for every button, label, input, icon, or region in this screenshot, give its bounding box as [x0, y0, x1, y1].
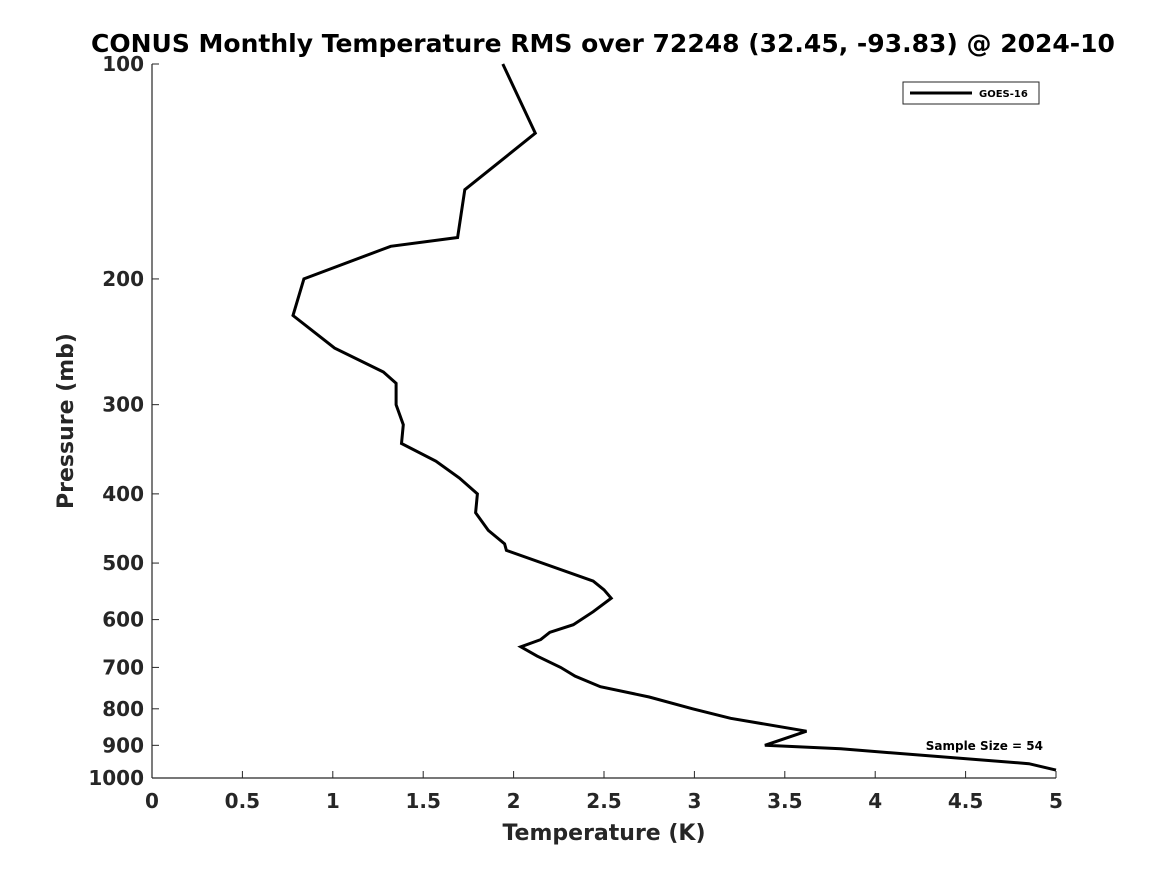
y-tick-label: 500: [102, 551, 144, 575]
x-tick-label: 0.5: [225, 789, 260, 813]
sample-size-annotation: Sample Size = 54: [926, 739, 1043, 753]
x-tick-label: 3: [687, 789, 701, 813]
x-tick-label: 2: [507, 789, 521, 813]
y-tick-label: 300: [102, 393, 144, 417]
x-tick-label: 2.5: [586, 789, 621, 813]
y-tick-label: 400: [102, 482, 144, 506]
y-tick-label: 800: [102, 697, 144, 721]
y-tick-label: 200: [102, 267, 144, 291]
y-tick-label: 100: [102, 52, 144, 76]
chart-title: CONUS Monthly Temperature RMS over 72248…: [91, 29, 1115, 58]
y-axis-label: Pressure (mb): [54, 333, 79, 509]
y-tick-label: 700: [102, 655, 144, 679]
legend-label: GOES-16: [979, 89, 1028, 100]
y-tick-label: 900: [102, 733, 144, 757]
x-tick-label: 0: [145, 789, 159, 813]
x-tick-label: 1: [326, 789, 340, 813]
x-axis-ticks: 0 0.5 1 1.5 2 2.5 3 3.5 4 4.5 5: [145, 771, 1063, 813]
x-tick-label: 3.5: [767, 789, 802, 813]
legend: GOES-16: [902, 81, 1040, 105]
x-tick-label: 4: [868, 789, 882, 813]
series-line-goes-16: [291, 63, 1057, 772]
x-tick-label: 4.5: [948, 789, 983, 813]
x-tick-label: 5: [1049, 789, 1063, 813]
y-axis-ticks: 100 200 300 400 500 600 700 800 900 1000: [88, 52, 159, 790]
x-tick-label: 1.5: [405, 789, 440, 813]
y-tick-label: 1000: [88, 766, 144, 790]
y-tick-label: 600: [102, 608, 144, 632]
x-axis-label: Temperature (K): [502, 821, 705, 846]
